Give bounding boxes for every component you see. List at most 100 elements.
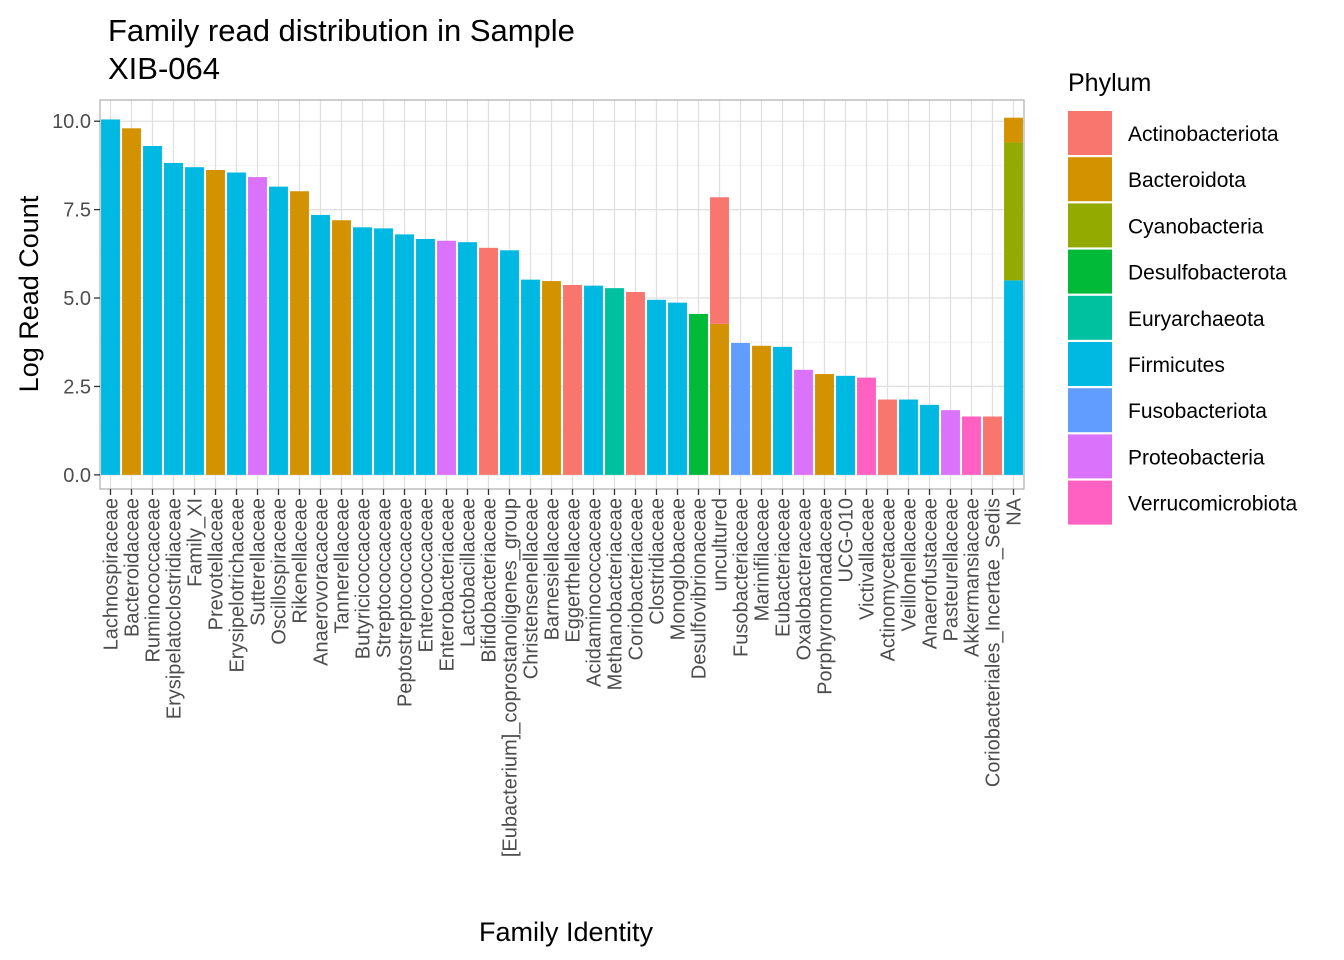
- x-tick-label: Pasteurellaceae: [941, 498, 963, 641]
- bar-eggerthellaceae-actinobacteriota: [563, 284, 582, 475]
- legend-title: Phylum: [1068, 69, 1151, 97]
- x-tick-label: Oxalobacteraceae: [794, 498, 816, 660]
- bar-ucg-010-firmicutes: [836, 375, 855, 475]
- x-tick-label: Erysipelatoclostridiaceae: [164, 498, 186, 719]
- bar-porphyromonadaceae-bacteroidota: [815, 374, 834, 475]
- x-axis-label: Family Identity: [479, 917, 654, 947]
- y-tick-label: 10.0: [52, 111, 91, 133]
- x-tick-label: Christensenellaceae: [521, 498, 543, 679]
- x-tick-label: Streptococcaceae: [374, 498, 396, 658]
- legend-key-cyanobacteria: [1068, 203, 1112, 248]
- legend: Phylum Actinobacteriota Bacteroidota Cyano…: [1068, 69, 1298, 525]
- bar-tannerellaceae-bacteroidota: [332, 220, 351, 475]
- legend-key-fusobacteriota: [1068, 388, 1112, 433]
- x-tick-label: Butyricicoccaceae: [353, 498, 375, 659]
- x-tick-label: Acidaminococcaceae: [584, 498, 606, 687]
- bar-enterobacteriaceae-proteobacteria: [437, 240, 456, 475]
- bar-fusobacteriaceae-fusobacteriota: [731, 342, 750, 475]
- legend-label: Euryarchaeota: [1128, 308, 1265, 331]
- x-tick-label: Prevotellaceae: [206, 498, 228, 630]
- bar-pasteurellaceae-proteobacteria: [941, 410, 960, 475]
- x-tick-label: Akkermansiaceae: [962, 498, 984, 657]
- x-tick-label: Rikenellaceae: [290, 498, 312, 624]
- legend-label: Bacteroidota: [1128, 169, 1246, 192]
- bar-methanobacteriaceae-euryarchaeota: [605, 288, 624, 475]
- bar-na-bacteroidota: [1004, 117, 1023, 143]
- x-tick-label: Peptostreptococcaceae: [395, 498, 417, 707]
- bars: [101, 117, 1023, 475]
- bar-peptostreptococcaceae-firmicutes: [395, 234, 414, 475]
- bar-acidaminococcaceae-firmicutes: [584, 285, 603, 475]
- x-tick-label: Victivallaceae: [857, 498, 879, 620]
- legend-label: Verrucomicrobiota: [1128, 493, 1298, 516]
- bar-monoglobaceae-firmicutes: [668, 302, 687, 475]
- legend-key-verrucomicrobiota: [1068, 480, 1112, 525]
- bar-marinifilaceae-bacteroidota: [752, 345, 771, 475]
- legend-key-desulfobacterota: [1068, 249, 1112, 294]
- bar-erysipelatoclostridiaceae-firmicutes: [164, 162, 183, 475]
- bar-anaerovoracaceae-firmicutes: [311, 214, 330, 475]
- x-tick-label: Coriobacteriaceae: [626, 498, 648, 660]
- x-tick-label: [Eubacterium]_coprostanoligenes_group: [500, 498, 522, 857]
- x-tick-label: Coriobacteriales_Incertae_Sedis: [983, 498, 1005, 787]
- bar-eubacteriaceae-firmicutes: [773, 346, 792, 475]
- x-tick-label: uncultured: [710, 498, 732, 591]
- y-tick-label: 7.5: [63, 200, 91, 222]
- bar--eubacterium-coprostanoligenes-group-firmicutes: [500, 250, 519, 475]
- x-tick-label: Oscillospiraceae: [269, 498, 291, 645]
- bar-victivallaceae-verrucomicrobiota: [857, 377, 876, 475]
- legend-key-euryarchaeota: [1068, 295, 1112, 340]
- bar-sutterellaceae-proteobacteria: [248, 177, 267, 475]
- x-tick-label: Fusobacteriaceae: [731, 498, 753, 657]
- legend-label: Actinobacteriota: [1128, 123, 1279, 146]
- x-tick-label: Actinomycetaceae: [878, 498, 900, 661]
- bar-desulfovibrionaceae-desulfobacterota: [689, 313, 708, 475]
- bar-streptococcaceae-firmicutes: [374, 228, 393, 475]
- bar-na-firmicutes: [1004, 280, 1023, 475]
- bar-prevotellaceae-bacteroidota: [206, 170, 225, 475]
- bar-akkermansiaceae-verrucomicrobiota: [962, 416, 981, 475]
- bar-anaerofustaceae-firmicutes: [920, 404, 939, 475]
- y-axis-label: Log Read Count: [14, 195, 44, 392]
- x-tick-label: Sutterellaceae: [248, 498, 270, 626]
- x-tick-label: Enterobacteriaceae: [437, 498, 459, 671]
- x-tick-label: Eubacteriaceae: [773, 498, 795, 637]
- bar-oscillospiraceae-firmicutes: [269, 186, 288, 475]
- legend-key-proteobacteria: [1068, 434, 1112, 479]
- bar-uncultured-bacteroidota: [710, 323, 729, 475]
- bar-coriobacteriaceae-actinobacteriota: [626, 292, 645, 475]
- bar-uncultured-actinobacteriota: [710, 197, 729, 324]
- x-tick-label: Monoglobaceae: [668, 498, 690, 640]
- x-tick-label: Enterococcaceae: [416, 498, 438, 653]
- x-axis: Lachnospiraceae Bacteroidaceae Ruminococca…: [101, 489, 1026, 857]
- x-tick-label: Bifidobacteriaceae: [479, 498, 501, 663]
- bar-lactobacillaceae-firmicutes: [458, 242, 477, 475]
- bar-enterococcaceae-firmicutes: [416, 238, 435, 475]
- y-tick-label: 2.5: [63, 376, 91, 398]
- x-tick-label: Barnesiellaceae: [542, 498, 564, 640]
- y-tick-label: 0.0: [63, 465, 91, 487]
- x-tick-label: Tannerellaceae: [332, 498, 354, 634]
- legend-label: Proteobacteria: [1128, 446, 1265, 469]
- x-tick-label: Desulfovibrionaceae: [689, 498, 711, 679]
- bar-ruminococcaceae-firmicutes: [143, 145, 162, 475]
- x-tick-label: Methanobacteriaceae: [605, 498, 627, 690]
- chart-title-line-2: XIB-064: [108, 51, 220, 86]
- x-tick-label: Family_XI: [185, 498, 207, 587]
- x-tick-label: Clostridiaceae: [647, 498, 669, 625]
- bar-clostridiaceae-firmicutes: [647, 299, 666, 475]
- bar-bacteroidaceae-bacteroidota: [122, 128, 141, 475]
- x-tick-label: Lactobacillaceae: [458, 498, 480, 647]
- legend-label: Firmicutes: [1128, 354, 1225, 377]
- bar-oxalobacteraceae-proteobacteria: [794, 369, 813, 475]
- bar-butyricicoccaceae-firmicutes: [353, 227, 372, 475]
- x-tick-label: Porphyromonadaceae: [815, 498, 837, 695]
- x-tick-label: UCG-010: [836, 498, 858, 582]
- legend-key-firmicutes: [1068, 342, 1112, 386]
- legend-label: Cyanobacteria: [1128, 215, 1264, 238]
- bar-family-xi-firmicutes: [185, 167, 204, 475]
- x-tick-label: Ruminococcaceae: [143, 498, 165, 663]
- plot-border: [99, 99, 1025, 490]
